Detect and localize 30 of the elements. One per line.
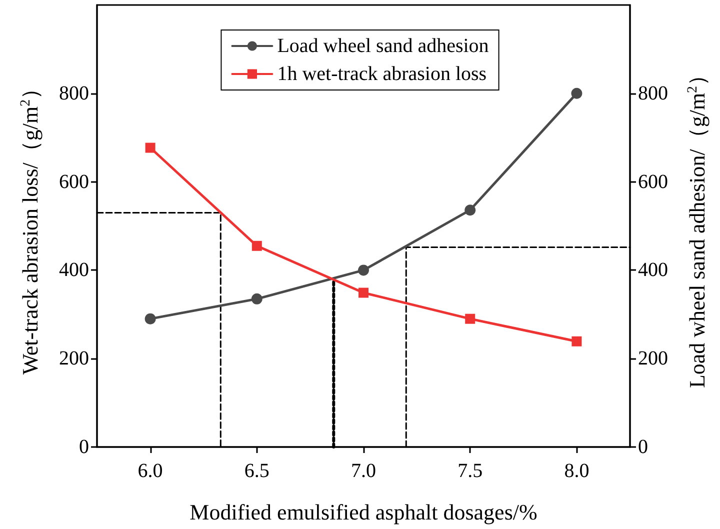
- point: [144, 313, 156, 324]
- point: [571, 88, 582, 99]
- y-tick-label: 600: [59, 170, 89, 193]
- x-tick-label: 6.0: [138, 460, 163, 482]
- point: [252, 240, 262, 251]
- y-tick-label: 800: [59, 82, 89, 104]
- y-axis-title: Wet-track abrasion loss/（g/m2）: [18, 77, 42, 375]
- legend-label: Load wheel sand adhesion: [277, 35, 489, 57]
- x-tick-label: 7.5: [458, 460, 483, 482]
- x-tick-label: 7.0: [351, 460, 376, 482]
- y2-tick-label: 600: [638, 170, 668, 193]
- y-tick-label: 400: [59, 259, 89, 282]
- y2-tick-label: 800: [638, 82, 668, 104]
- point: [251, 293, 262, 304]
- y2-tick-label: 0: [638, 436, 648, 458]
- x-axis-title: Modified emulsified asphalt dosages/%: [190, 500, 538, 524]
- point: [145, 142, 156, 153]
- x-tick-label: 6.5: [244, 460, 270, 482]
- point: [465, 314, 476, 324]
- point: [572, 336, 582, 346]
- y2-tick-label: 200: [638, 348, 668, 370]
- y-tick-label: 0: [79, 436, 89, 458]
- y-tick-label: 200: [59, 348, 89, 370]
- point: [464, 204, 476, 216]
- y2-axis-title: Load wheel sand adhesion/（g/m2）: [684, 64, 710, 388]
- x-tick-label: 8.0: [564, 460, 590, 482]
- point: [358, 264, 369, 276]
- legend-label: 1h wet-track abrasion loss: [277, 63, 487, 85]
- point: [358, 288, 368, 298]
- y2-tick-label: 400: [638, 259, 668, 282]
